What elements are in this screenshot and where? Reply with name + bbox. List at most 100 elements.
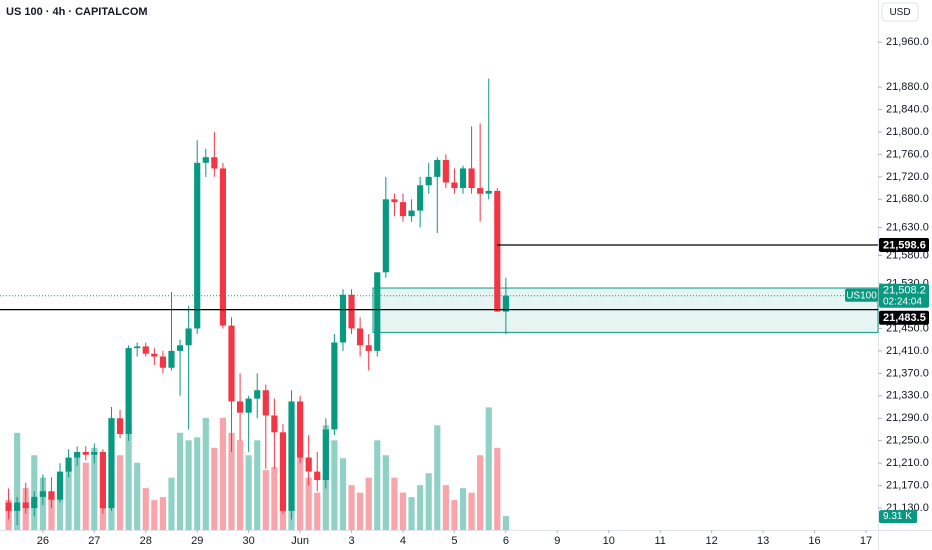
volume-bar [305,477,312,530]
candle-body [82,451,89,455]
volume-bar [262,470,269,530]
x-tick-label: 12 [706,535,718,547]
volume-tag [879,510,917,524]
candle-body [56,471,64,500]
y-tick-label: 21,370.0 [886,367,929,379]
volume-bar [228,432,235,530]
axes: 21,960.0 21,880.0 21,840.0 21,800.0 21,760.0… [37,36,929,547]
y-tick-label: 21,580.0 [886,249,929,261]
candle-body [374,272,381,351]
y-tick-label: 21,960.0 [886,36,929,48]
candle-body [236,401,244,413]
volume-bar [468,492,475,530]
volume-bar [391,477,398,530]
volume-bar [314,492,321,530]
candle-body [468,168,475,189]
candle-body [425,176,432,186]
volume-bar [194,437,201,530]
price-line-tag [879,310,929,325]
x-tick-label: Jun [291,535,309,547]
volume-bar [91,447,98,530]
candle-body [442,160,449,183]
volume-bar [382,455,389,530]
countdown: 02:24:04 [883,296,922,307]
candle-body [219,168,227,326]
volume-bar [399,492,407,530]
volume-bar [365,477,372,530]
volume-bar [211,447,218,530]
volume-bar [236,440,244,530]
y-tick-label: 21,450.0 [886,322,929,334]
candle-body [116,418,124,434]
volume-bar [451,500,458,530]
volume-bar [348,485,355,530]
volume-bar [176,432,184,530]
candle-body [288,401,295,511]
volume-bar [125,425,132,530]
x-tick-label: 30 [243,535,255,547]
volume-bar [357,492,364,530]
symbol-tag [845,288,878,302]
volume-bar [417,485,424,530]
y-tick-label: 21,680.0 [886,193,929,205]
volume-bar [134,462,141,530]
volume-bar [99,500,106,530]
volume-bar [14,432,21,530]
x-tick-label: 11 [655,535,666,547]
volume-bar [434,425,441,530]
volume-bar [142,488,149,530]
x-tick-label: 16 [808,535,820,547]
y-tick-label: 21,840.0 [886,103,929,115]
candle-body [357,328,364,346]
chart-title: US 100 · 4h · CAPITALCOM [6,6,148,18]
candle-body [134,346,141,349]
candle-body [477,188,484,194]
last-price-tag [879,283,929,308]
candle-body [142,346,149,354]
currency-button[interactable] [881,2,919,22]
volume-bar [279,507,287,530]
price-line-label: 21,483.5 [883,312,926,324]
y-tick-label: 21,250.0 [886,435,929,447]
x-tick-label: 10 [603,535,615,547]
candle-body [348,294,355,329]
candle-body [451,182,458,189]
candle-body [202,157,209,163]
candle-body [48,491,55,500]
volume-bar [339,458,347,530]
volume-bar [116,455,124,530]
candle-body [228,325,235,402]
currency[interactable]: USD [889,7,910,18]
x-tick-label: 28 [140,535,152,547]
candle-body [279,432,287,511]
volume-bar [74,455,81,530]
candle-body [14,502,21,511]
last-price-label: 21,508.2 [883,285,926,297]
price-line-tag [879,238,929,253]
candle-body [22,502,29,509]
volume-bar [202,417,209,530]
volume-bar [425,473,432,530]
x-tick-label: 4 [400,535,406,547]
volume-bar [477,455,484,530]
candle-body [502,295,509,312]
x-tick-label: 6 [503,535,509,547]
volume-bar [159,497,166,530]
candle-body [459,168,467,189]
x-tick-label: 13 [757,535,769,547]
candle-body [108,418,115,509]
y-tick-label: 21,800.0 [886,126,929,138]
candle-body [314,471,321,481]
candle-body [168,350,175,368]
candle-body [159,356,166,368]
x-tick-label: 26 [37,535,49,547]
x-tick-label: 5 [451,535,457,547]
candle-body [399,202,407,217]
candle-body [271,415,278,433]
candle-body [74,451,81,458]
volume-bar [374,440,381,530]
y-tick-label: 21,210.0 [886,457,929,469]
candle-body [494,190,501,312]
candle-body [185,328,192,346]
